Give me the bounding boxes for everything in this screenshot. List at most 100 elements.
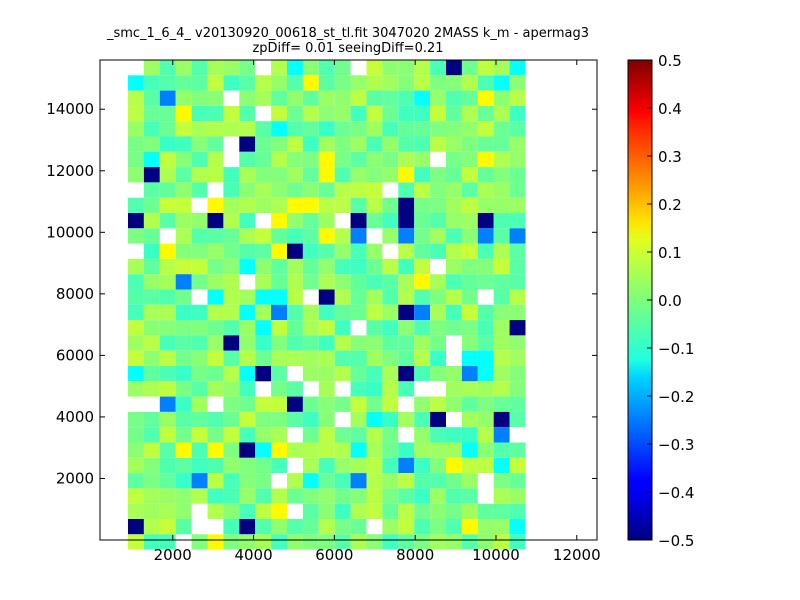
heatmap-cell: [128, 411, 144, 428]
heatmap-cell: [477, 75, 494, 91]
heatmap-cell: [128, 258, 144, 275]
heatmap-cell: [159, 396, 176, 412]
heatmap-cell: [366, 274, 383, 290]
heatmap-cell: [477, 228, 494, 244]
heatmap-cell: [159, 136, 176, 152]
heatmap-cell: [239, 243, 256, 259]
heatmap-cell: [239, 488, 256, 504]
heatmap-cell: [302, 534, 319, 550]
heatmap-cell: [239, 503, 256, 519]
heatmap-cell: [446, 503, 462, 519]
heatmap-cell: [207, 503, 224, 519]
heatmap-cell: [334, 258, 351, 275]
heatmap-cell: [350, 182, 367, 198]
heatmap-cell: [414, 289, 431, 305]
heatmap-cell: [143, 243, 160, 259]
heatmap-cell: [223, 427, 240, 443]
heatmap-cell: [461, 304, 478, 321]
heatmap-cell: [461, 105, 478, 122]
heatmap-cell: [143, 151, 160, 168]
heatmap-cell: [366, 75, 383, 91]
heatmap-cell: [143, 136, 160, 152]
colorbar-tick-label: 0.1: [658, 244, 682, 262]
heatmap-cell: [207, 136, 224, 152]
heatmap-cell: [446, 75, 462, 91]
heatmap-cell: [271, 488, 287, 504]
heatmap-cell: [255, 442, 272, 458]
heatmap-cell: [366, 289, 383, 305]
heatmap-cell: [255, 519, 272, 535]
x-tick-label: 4000: [234, 546, 272, 564]
heatmap-cell: [302, 350, 319, 366]
heatmap-cell: [302, 274, 319, 290]
heatmap-cell: [461, 289, 478, 305]
heatmap-cell: [271, 274, 287, 290]
heatmap-cell: [366, 90, 383, 106]
heatmap-cell: [143, 427, 160, 443]
heatmap-cell: [128, 427, 144, 443]
heatmap-cell: [350, 442, 367, 458]
heatmap-cell: [175, 151, 192, 168]
heatmap-cell: [350, 75, 367, 91]
heatmap-cell: [287, 519, 303, 535]
heatmap-cell: [271, 534, 287, 550]
heatmap-cell: [398, 90, 415, 106]
heatmap-cell: [382, 213, 399, 229]
heatmap-cell: [398, 381, 415, 397]
heatmap-cell: [334, 350, 351, 366]
heatmap-cell: [271, 121, 287, 137]
heatmap-cell: [334, 197, 351, 213]
heatmap-cell: [271, 167, 287, 183]
heatmap-cell: [239, 519, 256, 535]
heatmap-cell: [366, 350, 383, 366]
heatmap-cell: [318, 182, 335, 198]
heatmap-cell: [318, 366, 335, 382]
heatmap-cell: [271, 335, 287, 351]
heatmap-cell: [287, 473, 303, 489]
heatmap-cell: [255, 427, 272, 443]
chart-subtitle: zpDiff= 0.01 seeingDiff=0.21: [252, 41, 443, 56]
heatmap-cell: [143, 167, 160, 183]
heatmap-cell: [461, 182, 478, 198]
heatmap-cell: [239, 427, 256, 443]
heatmap-cell: [318, 60, 335, 76]
heatmap-cell: [350, 381, 367, 397]
heatmap-cell: [287, 396, 303, 412]
heatmap-cell: [271, 243, 287, 259]
heatmap-cell: [509, 304, 526, 321]
heatmap-cell: [255, 473, 272, 489]
heatmap-cell: [509, 105, 526, 122]
heatmap-cell: [207, 320, 224, 336]
heatmap-cell: [430, 335, 446, 351]
heatmap-cell: [191, 258, 208, 275]
heatmap-cell: [414, 213, 431, 229]
heatmap-cell: [493, 457, 510, 474]
heatmap-cell: [446, 228, 462, 244]
heatmap-cell: [255, 488, 272, 504]
heatmap-cell: [334, 503, 351, 519]
plot-frame: [99, 59, 598, 541]
heatmap-cell: [366, 197, 383, 213]
heatmap-cell: [493, 136, 510, 152]
heatmap-cell: [159, 411, 176, 428]
heatmap-cell: [509, 381, 526, 397]
heatmap-cell: [477, 121, 494, 137]
heatmap-cell: [287, 442, 303, 458]
heatmap-cell: [414, 488, 431, 504]
heatmap-cell: [287, 121, 303, 137]
heatmap-cell: [477, 151, 494, 168]
heatmap-cell: [287, 213, 303, 229]
heatmap-cell: [461, 366, 478, 382]
heatmap-cell: [143, 258, 160, 275]
heatmap-cell: [143, 274, 160, 290]
heatmap-cell: [223, 304, 240, 321]
heatmap-cell: [223, 411, 240, 428]
heatmap-cell: [143, 213, 160, 229]
heatmap-cell: [477, 519, 494, 535]
heatmap-cell: [207, 457, 224, 474]
heatmap-cell: [398, 75, 415, 91]
heatmap-cell: [398, 519, 415, 535]
heatmap-cell: [223, 473, 240, 489]
heatmap-cell: [287, 534, 303, 550]
heatmap-cell: [446, 197, 462, 213]
